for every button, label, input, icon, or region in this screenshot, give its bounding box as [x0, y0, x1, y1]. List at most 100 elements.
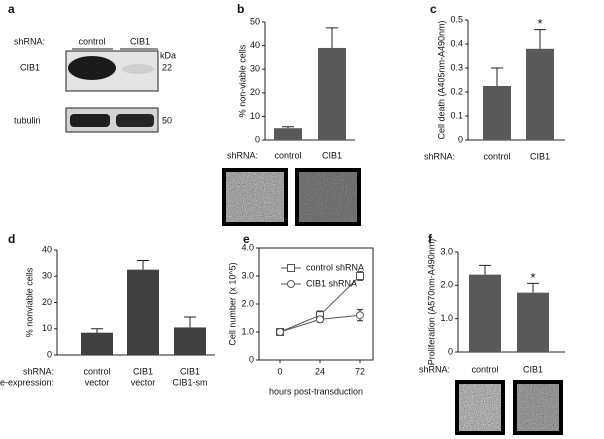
bar: [318, 47, 346, 140]
panel-letter: c: [430, 2, 437, 16]
legend-label: CIB1 shRNA: [306, 278, 357, 288]
micrograph: [513, 380, 563, 435]
error-bar: [479, 264, 491, 275]
blot-band: [122, 64, 154, 74]
micrograph: [222, 168, 288, 226]
x-tick-label: CIB1-sm: [172, 377, 207, 387]
y-tick-label: 1.0: [241, 326, 254, 336]
point: [316, 315, 324, 324]
bar: [526, 48, 554, 140]
y-axis-label: Cell number (x 10^5): [227, 262, 237, 345]
x-tick-label: CIB1: [523, 364, 543, 374]
significance-mark: *: [537, 16, 542, 31]
y-axis-label: Proliferation (A570nm-A490nm): [426, 239, 436, 366]
error-bar: [527, 282, 539, 293]
bar: [469, 274, 501, 352]
row-label: shRNA:: [227, 150, 258, 160]
y-tick-label: 50: [250, 16, 260, 26]
y-tick-label: 4.0: [241, 242, 254, 252]
panel-letter: f: [428, 232, 433, 246]
legend-marker: [287, 280, 295, 288]
y-tick-label: 40: [42, 244, 52, 254]
y-tick-label: 20: [250, 87, 260, 97]
row-label: shRNA:: [424, 151, 455, 161]
x-tick-label: vector: [85, 377, 110, 387]
band-label: CIB1: [20, 62, 40, 72]
x-tick-label: CIB1: [530, 151, 550, 161]
y-tick-label: 2.0: [241, 298, 254, 308]
error-bar: [326, 27, 338, 48]
y-tick-label: 30: [250, 64, 260, 74]
y-tick-label: 0: [458, 134, 463, 144]
x-tick-label: vector: [131, 377, 156, 387]
y-tick-label: 0: [47, 349, 52, 359]
y-tick-label: 40: [250, 40, 260, 50]
band-size: 22: [162, 62, 172, 72]
y-tick-label: 0.2: [450, 86, 463, 96]
error-bar: [534, 29, 546, 49]
x-tick-label: control: [274, 150, 301, 160]
x-tick-label: CIB1: [133, 366, 153, 376]
plot-frame: [258, 247, 374, 361]
y-tick-label: 10: [42, 323, 52, 333]
legend-marker: [287, 264, 295, 272]
legend-label: control shRNA: [306, 262, 364, 272]
panel-letter: b: [237, 2, 244, 16]
x-axis-label: hours post-transduction: [269, 386, 363, 396]
y-tick-label: 0.4: [450, 38, 463, 48]
band-label: tubulin: [14, 115, 41, 125]
error-bar: [282, 126, 294, 129]
y-tick-label: 10: [250, 111, 260, 121]
error-bar: [137, 260, 149, 270]
y-tick-label: 2.0: [440, 280, 453, 290]
error-bar: [91, 328, 103, 333]
y-tick-label: 0: [249, 354, 254, 364]
row-label: shRNA:: [23, 366, 54, 376]
panel-letter: d: [8, 232, 15, 246]
x-tick-label: 24: [315, 366, 325, 376]
micrograph: [455, 380, 505, 435]
y-tick-label: 0: [255, 134, 260, 144]
bar: [483, 86, 511, 140]
row-label: shRNA:: [419, 364, 450, 374]
blot-row-label: shRNA:: [14, 36, 45, 46]
y-axis-label: % nonviable cells: [24, 267, 34, 337]
y-tick-label: 30: [42, 271, 52, 281]
x-tick-label: control: [471, 364, 498, 374]
blot-unit: kDa: [160, 50, 176, 60]
bar: [127, 269, 159, 355]
y-tick-label: 0: [448, 346, 453, 356]
y-axis-label: Cell death (A405nm-A490nm): [436, 20, 446, 139]
blot-band: [68, 56, 116, 80]
bar: [517, 292, 549, 352]
panel-letter: e: [243, 232, 250, 246]
x-tick-label: control: [83, 366, 110, 376]
bar: [174, 327, 206, 355]
band-size: 50: [162, 115, 172, 125]
x-tick-label: CIB1: [322, 150, 342, 160]
bar: [81, 332, 113, 355]
blot-band: [70, 114, 110, 127]
lane-label: CIB1: [130, 36, 150, 46]
x-tick-label: 72: [355, 366, 365, 376]
y-tick-label: 0.3: [450, 62, 463, 72]
point: [276, 328, 284, 336]
y-axis-label: % non-viable cells: [237, 44, 247, 117]
y-tick-label: 0.5: [450, 14, 463, 24]
y-tick-label: 20: [42, 297, 52, 307]
lane-label: control: [78, 36, 105, 46]
micrograph: [295, 168, 361, 226]
y-tick-label: 1.0: [440, 313, 453, 323]
y-tick-label: 3.0: [241, 270, 254, 280]
panel-letter: a: [8, 2, 15, 16]
error-bar: [184, 316, 196, 328]
error-bar: [491, 67, 503, 86]
bar: [274, 128, 302, 140]
significance-mark: *: [530, 270, 535, 285]
point: [356, 311, 364, 320]
y-tick-label: 3.0: [440, 246, 453, 256]
y-tick-label: 0.1: [450, 110, 463, 120]
blot-band: [116, 114, 154, 127]
x-tick-label: CIB1: [180, 366, 200, 376]
